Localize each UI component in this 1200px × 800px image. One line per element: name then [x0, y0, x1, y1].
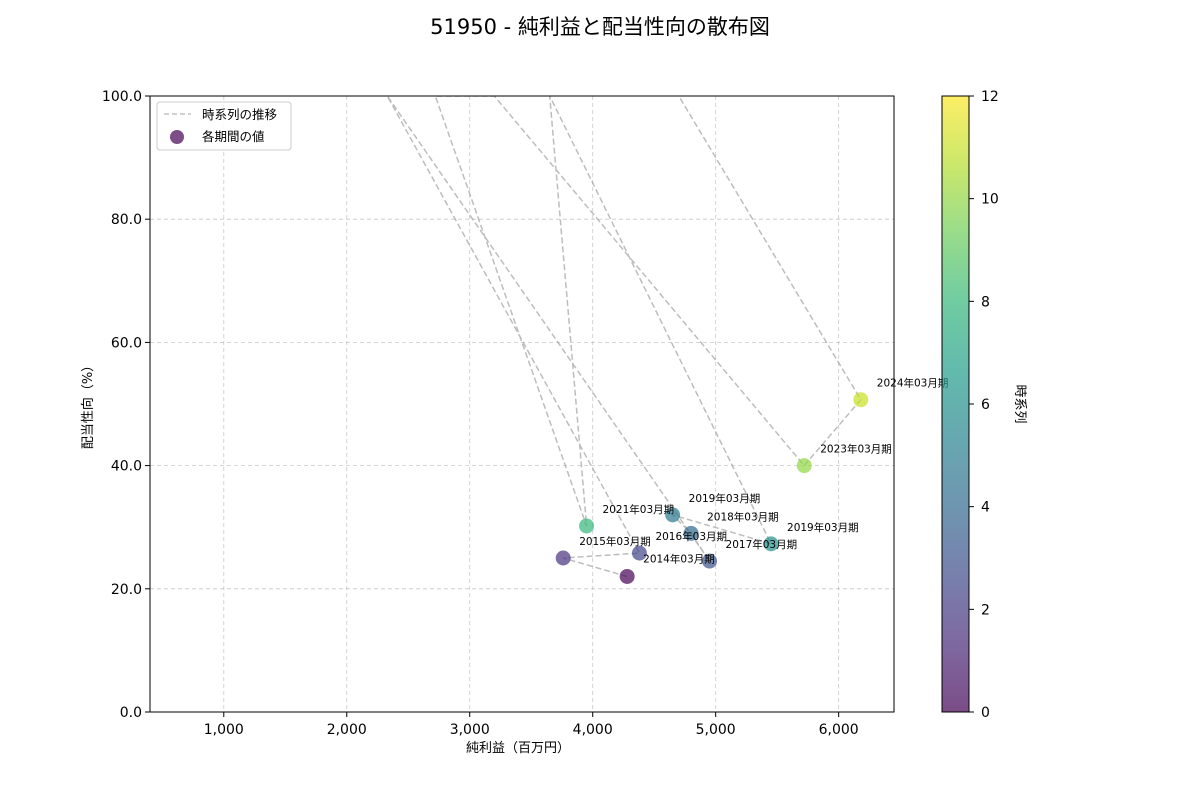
- x-axis-label: 純利益（百万円）: [466, 741, 570, 756]
- data-point: [619, 568, 635, 584]
- y-axis-ticks: 0.0 20.0 40.0 60.0 80.0 100.0: [102, 89, 150, 721]
- data-point: [853, 392, 869, 408]
- x-tick-label: 3,000: [450, 722, 490, 738]
- y-tick-label: 0.0: [120, 705, 142, 721]
- colorbar-tick-label: 10: [981, 192, 999, 208]
- x-tick-label: 4,000: [573, 722, 613, 738]
- colorbar-ticks: 0 2 4 6 8 10 12: [969, 89, 999, 721]
- colorbar-tick-label: 6: [981, 397, 990, 413]
- data-point: [555, 550, 571, 566]
- data-point: [702, 553, 718, 569]
- colorbar-tick-label: 4: [981, 500, 990, 516]
- time-series-line: [386, 96, 862, 578]
- chart-title: 51950 - 純利益と配当性向の散布図: [430, 15, 770, 39]
- plot-frame: [149, 95, 895, 713]
- colorbar-tick-label: 12: [981, 89, 999, 105]
- data-point-label: 2019年03月期: [689, 492, 761, 505]
- y-tick-label: 40.0: [111, 459, 142, 475]
- y-tick-label: 60.0: [111, 335, 142, 351]
- legend-entry-points: 各期間の値: [202, 129, 265, 144]
- data-point-label: 2018年03月期: [707, 510, 779, 523]
- x-tick-label: 2,000: [327, 722, 367, 738]
- y-tick-label: 80.0: [111, 212, 142, 228]
- data-point: [796, 458, 812, 474]
- x-tick-label: 1,000: [204, 722, 244, 738]
- data-point-label: 2014年03月期: [643, 552, 715, 565]
- data-point-label: 2015年03月期: [579, 535, 651, 548]
- y-tick-label: 100.0: [102, 89, 142, 105]
- data-point-label: 2019年03月期: [787, 521, 859, 534]
- colorbar-tick-label: 0: [981, 705, 990, 721]
- data-point: [683, 525, 699, 541]
- time-series-path: [386, 96, 862, 578]
- data-point: [763, 536, 779, 552]
- x-tick-label: 6,000: [819, 722, 859, 738]
- colorbar-tick-label: 8: [981, 294, 990, 310]
- data-point: [631, 545, 647, 561]
- data-point-label: 2021年03月期: [603, 503, 675, 516]
- y-tick-label: 20.0: [111, 582, 142, 598]
- colorbar-gradient: [942, 96, 969, 712]
- x-axis-ticks: 1,000 2,000 3,000 4,000 5,000 6,000: [204, 712, 859, 738]
- data-point-label: 2023年03月期: [820, 443, 892, 456]
- data-point-label: 2016年03月期: [655, 530, 727, 543]
- colorbar-tick-label: 2: [981, 602, 990, 618]
- data-point: [665, 507, 681, 523]
- grid-lines: [150, 95, 894, 713]
- x-tick-label: 5,000: [696, 722, 736, 738]
- data-points: [555, 392, 869, 584]
- legend: 時系列の推移 各期間の値: [156, 101, 292, 151]
- colorbar: 0 2 4 6 8 10 12 時系列: [941, 89, 1027, 721]
- data-point-label: 2017年03月期: [726, 538, 798, 551]
- data-point-label: 2024年03月期: [877, 377, 949, 390]
- legend-marker-swatch: [170, 130, 184, 144]
- legend-entry-line: 時系列の推移: [202, 107, 277, 122]
- data-point: [579, 518, 595, 534]
- colorbar-label: 時系列: [1012, 384, 1027, 423]
- y-axis-label: 配当性向（%）: [80, 359, 96, 449]
